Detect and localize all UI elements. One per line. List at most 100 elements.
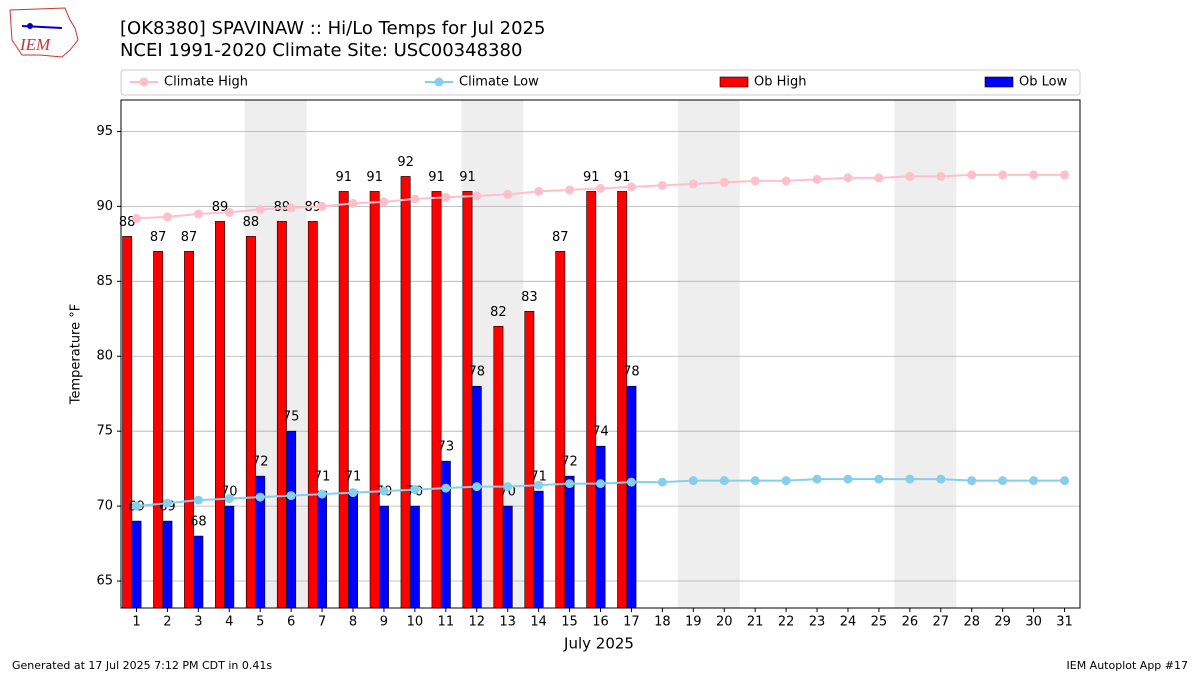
chart-title: [OK8380] SPAVINAW :: Hi/Lo Temps for Jul… — [120, 18, 545, 39]
point — [936, 474, 946, 484]
point — [626, 182, 636, 192]
bar — [564, 475, 575, 609]
point — [317, 489, 327, 499]
point — [565, 185, 575, 195]
x-tick-label: 31 — [1056, 615, 1073, 630]
data-label: 71 — [345, 470, 362, 485]
y-tick-label: 70 — [96, 499, 113, 514]
logo: IEM — [9, 7, 79, 58]
legend-label: Ob High — [754, 75, 807, 90]
bar — [533, 490, 544, 609]
data-label: 87 — [552, 230, 569, 245]
x-tick-label: 7 — [318, 615, 326, 630]
point — [626, 477, 636, 487]
point — [410, 485, 420, 495]
y-tick-label: 95 — [96, 124, 113, 139]
legend-box — [120, 69, 1081, 96]
data-label: 72 — [252, 455, 269, 470]
x-tick-label: 23 — [809, 615, 826, 630]
point — [781, 476, 791, 486]
bar — [555, 251, 566, 609]
data-label: 78 — [623, 365, 640, 380]
point — [348, 198, 358, 208]
point — [936, 171, 946, 181]
bar — [224, 505, 235, 609]
point — [441, 192, 451, 202]
bar — [595, 445, 606, 609]
point — [131, 501, 141, 511]
x-tick-label: 8 — [349, 615, 357, 630]
point — [224, 207, 234, 217]
data-label: 78 — [468, 365, 485, 380]
bar — [626, 385, 637, 609]
data-label: 91 — [459, 170, 476, 185]
point — [441, 483, 451, 493]
point — [657, 180, 667, 190]
point — [998, 476, 1008, 486]
x-tick-label: 26 — [902, 615, 919, 630]
point — [1029, 476, 1039, 486]
bar — [400, 176, 411, 609]
x-tick-label: 1 — [132, 615, 140, 630]
data-label: 75 — [283, 410, 300, 425]
y-axis-label: Temperature °F — [69, 304, 84, 405]
x-tick-label: 2 — [163, 615, 171, 630]
legend-label: Climate High — [164, 75, 248, 90]
data-label: 91 — [583, 170, 600, 185]
bar — [162, 520, 173, 609]
x-tick-label: 16 — [592, 615, 609, 630]
point — [1060, 476, 1070, 486]
data-label: 71 — [530, 470, 547, 485]
bar — [524, 310, 535, 609]
x-tick-label: 29 — [994, 615, 1011, 630]
bar — [617, 191, 628, 609]
bar — [122, 236, 133, 609]
logo-text: IEM — [19, 35, 51, 54]
x-tick-label: 3 — [194, 615, 202, 630]
legend-marker — [434, 77, 444, 87]
x-tick-label: 30 — [1025, 615, 1042, 630]
x-tick-label: 18 — [654, 615, 671, 630]
data-label: 91 — [428, 170, 445, 185]
point — [410, 194, 420, 204]
x-tick-label: 19 — [685, 615, 702, 630]
x-tick-label: 27 — [933, 615, 950, 630]
x-tick-label: 14 — [530, 615, 547, 630]
bar — [493, 325, 504, 609]
chart-subtitle: NCEI 1991-2020 Climate Site: USC00348380 — [120, 40, 522, 61]
bar — [502, 505, 513, 609]
point — [750, 476, 760, 486]
point — [998, 170, 1008, 180]
y-tick-label: 85 — [96, 274, 113, 289]
point — [286, 203, 296, 213]
bar — [431, 191, 442, 609]
data-label: 73 — [438, 440, 455, 455]
bar — [193, 535, 204, 609]
point — [967, 476, 977, 486]
data-label: 92 — [397, 155, 414, 170]
x-tick-label: 25 — [871, 615, 888, 630]
bar — [317, 490, 328, 609]
x-tick-label: 15 — [561, 615, 578, 630]
data-label: 89 — [212, 200, 229, 215]
bar — [586, 191, 597, 609]
data-label: 91 — [366, 170, 383, 185]
bar — [462, 191, 473, 609]
data-label: 88 — [119, 215, 136, 230]
x-tick-label: 11 — [438, 615, 455, 630]
point — [379, 486, 389, 496]
point — [503, 189, 513, 199]
point — [843, 173, 853, 183]
y-tick-label: 90 — [96, 199, 113, 214]
point — [534, 480, 544, 490]
data-label: 87 — [181, 230, 198, 245]
point — [317, 201, 327, 211]
x-tick-label: 4 — [225, 615, 233, 630]
point — [162, 498, 172, 508]
data-label: 83 — [521, 290, 538, 305]
bar — [245, 236, 256, 609]
point — [255, 492, 265, 502]
legend-swatch — [719, 76, 749, 88]
point — [905, 474, 915, 484]
point — [719, 476, 729, 486]
